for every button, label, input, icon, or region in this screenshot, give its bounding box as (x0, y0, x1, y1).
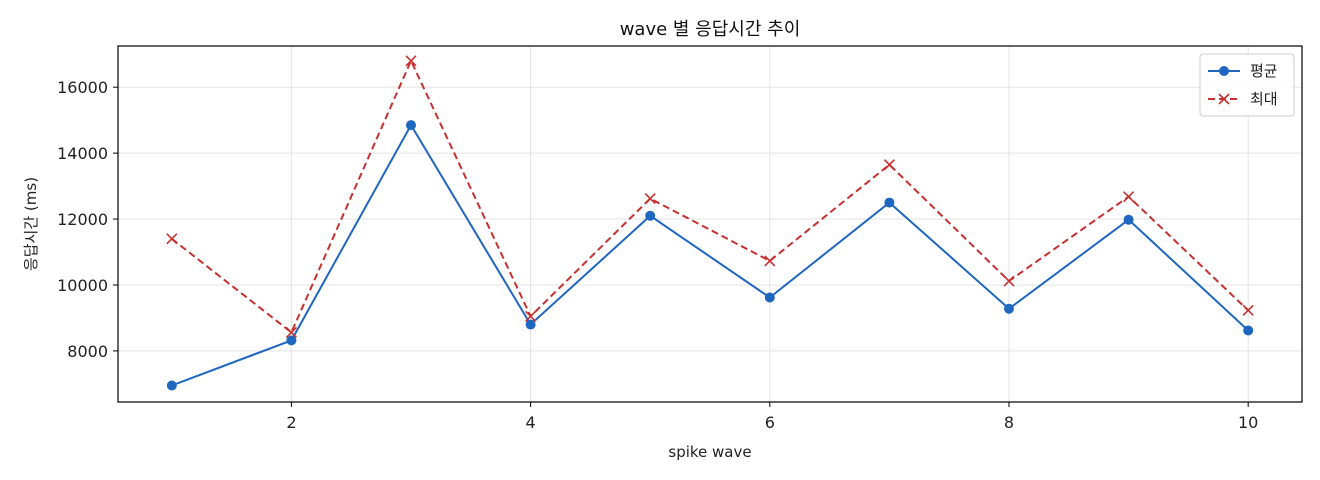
data-point (1123, 191, 1135, 203)
data-point (405, 55, 417, 67)
grid (118, 46, 1302, 402)
data-point (644, 193, 656, 205)
legend-marker (1218, 93, 1230, 105)
x-tick-label: 4 (526, 413, 536, 432)
legend-item-1: 평균 (1208, 62, 1278, 80)
series-group (166, 55, 1254, 391)
series-1 (166, 120, 1254, 391)
data-point (764, 292, 775, 303)
legend-label: 최대 (1250, 90, 1278, 108)
legend-marker (1219, 66, 1229, 76)
data-point (525, 319, 536, 330)
data-point (166, 233, 178, 245)
series-2 (166, 55, 1254, 339)
data-point (1123, 214, 1134, 225)
legend-item-2: 최대 (1208, 90, 1278, 108)
legend-label: 평균 (1250, 62, 1278, 80)
data-point (1243, 325, 1254, 336)
data-point (1003, 303, 1014, 314)
x-tick-label: 8 (1004, 413, 1014, 432)
data-point (1242, 304, 1254, 316)
y-tick-label: 10000 (57, 276, 108, 295)
data-point (883, 159, 895, 171)
y-tick-label: 8000 (67, 342, 108, 361)
x-tick-label: 10 (1238, 413, 1258, 432)
series-line (171, 58, 1249, 334)
plot-area-frame (117, 45, 1303, 403)
y-tick-label: 12000 (57, 210, 108, 229)
data-point (884, 197, 895, 208)
x-tick-label: 2 (286, 413, 296, 432)
chart-title: wave 별 응답시간 추이 (620, 19, 801, 40)
data-point (764, 255, 776, 267)
data-point (525, 310, 537, 322)
axis-ticks: 2 4 6 8 10 8000 10000 12000 14000 16000 (57, 78, 1258, 432)
legend-box (1199, 53, 1295, 117)
x-tick-label: 6 (765, 413, 775, 432)
data-point (1003, 275, 1015, 287)
y-tick-label: 14000 (57, 144, 108, 163)
data-point (285, 326, 297, 339)
data-point (406, 120, 417, 131)
x-axis-title: spike wave (668, 443, 751, 461)
series-line (171, 123, 1249, 387)
data-point (286, 335, 297, 346)
y-axis-title: 응답시간 (ms) (22, 177, 40, 271)
data-point (166, 380, 177, 391)
y-tick-label: 16000 (57, 78, 108, 97)
data-point (645, 210, 656, 221)
